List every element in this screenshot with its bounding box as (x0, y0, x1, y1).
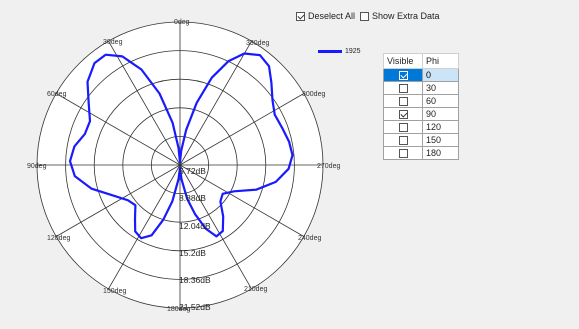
polar-spoke (55, 164, 181, 237)
visible-checkbox[interactable] (398, 97, 408, 107)
visible-checkbox[interactable] (398, 123, 408, 133)
table-row[interactable]: 60 (383, 94, 459, 108)
phi-cell[interactable]: 120 (422, 120, 459, 134)
angle-label: 60deg (47, 91, 67, 98)
polar-spoke (108, 164, 181, 290)
angle-labels: 0deg 330deg 300deg 270deg 240deg 210deg 180deg… (27, 19, 340, 313)
phi-visibility-table: Visible Phi 0 30 60 90 120 150 180 (383, 53, 459, 160)
phi-cell[interactable]: 60 (422, 94, 459, 108)
polar-spoke (179, 164, 305, 237)
angle-label: 240deg (298, 235, 321, 242)
angle-label: 30deg (103, 39, 123, 46)
visible-checkbox[interactable] (398, 110, 408, 120)
phi-cell[interactable]: 180 (422, 146, 459, 160)
ring-label: 12.04dB (179, 221, 211, 231)
polar-spoke (55, 93, 181, 166)
polar-spoke (179, 164, 252, 290)
phi-cell[interactable]: 0 (422, 68, 459, 82)
table-header-row: Visible Phi (383, 53, 459, 69)
visible-checkbox[interactable] (398, 71, 408, 81)
deselect-all-checkbox[interactable] (296, 11, 305, 21)
table-row[interactable]: 150 (383, 133, 459, 147)
phi-cell[interactable]: 90 (422, 107, 459, 121)
ring-label: 5.72dB (179, 166, 206, 176)
visible-cell[interactable] (383, 68, 423, 82)
ring-label: 15.2dB (179, 248, 206, 258)
ring-label: 21.52dB (179, 302, 211, 312)
deselect-all-toggle[interactable]: Deselect All (296, 11, 355, 21)
polar-spoke (108, 40, 181, 166)
toolbar: Deselect All Show Extra Data (296, 11, 445, 21)
polar-spoke (179, 93, 305, 166)
visible-cell[interactable] (383, 133, 423, 147)
show-extra-data-toggle[interactable]: Show Extra Data (360, 11, 440, 21)
deselect-all-label: Deselect All (308, 11, 356, 21)
visible-checkbox[interactable] (398, 136, 408, 146)
table-row[interactable]: 180 (383, 146, 459, 160)
angle-label: 330deg (246, 40, 269, 47)
table-row[interactable]: 30 (383, 81, 459, 95)
ring-labels: 5.72dB 8.88dB 12.04dB 15.2dB 18.36dB 21.52dB (179, 166, 211, 312)
visible-cell[interactable] (383, 94, 423, 108)
legend-label: 1925 (345, 48, 361, 55)
visible-checkbox[interactable] (398, 84, 408, 94)
visible-cell[interactable] (383, 146, 423, 160)
phi-cell[interactable]: 150 (422, 133, 459, 147)
column-header-phi[interactable]: Phi (422, 53, 459, 69)
ring-label: 18.36dB (179, 275, 211, 285)
visible-cell[interactable] (383, 81, 423, 95)
angle-label: 180deg (167, 306, 190, 313)
phi-cell[interactable]: 30 (422, 81, 459, 95)
visible-cell[interactable] (383, 107, 423, 121)
legend-line-swatch (318, 50, 342, 53)
polar-spokes (37, 22, 323, 308)
angle-label: 210deg (244, 286, 267, 293)
show-extra-data-label: Show Extra Data (372, 11, 440, 21)
visible-checkbox[interactable] (398, 149, 408, 159)
angle-label: 270deg (317, 163, 340, 170)
ring-label: 8.88dB (179, 193, 206, 203)
table-row[interactable]: 0 (383, 68, 459, 82)
angle-label: 120deg (47, 235, 70, 242)
visible-cell[interactable] (383, 120, 423, 134)
angle-label: 300deg (302, 91, 325, 98)
table-row[interactable]: 120 (383, 120, 459, 134)
table-row[interactable]: 90 (383, 107, 459, 121)
angle-label: 90deg (27, 163, 47, 170)
angle-label: 150deg (103, 288, 126, 295)
column-header-visible[interactable]: Visible (383, 53, 423, 69)
polar-spoke (179, 40, 252, 166)
angle-label: 0deg (174, 19, 190, 26)
legend: 1925 (318, 48, 361, 55)
show-extra-data-checkbox[interactable] (360, 11, 370, 21)
pattern-curve-1925 (68, 52, 294, 240)
